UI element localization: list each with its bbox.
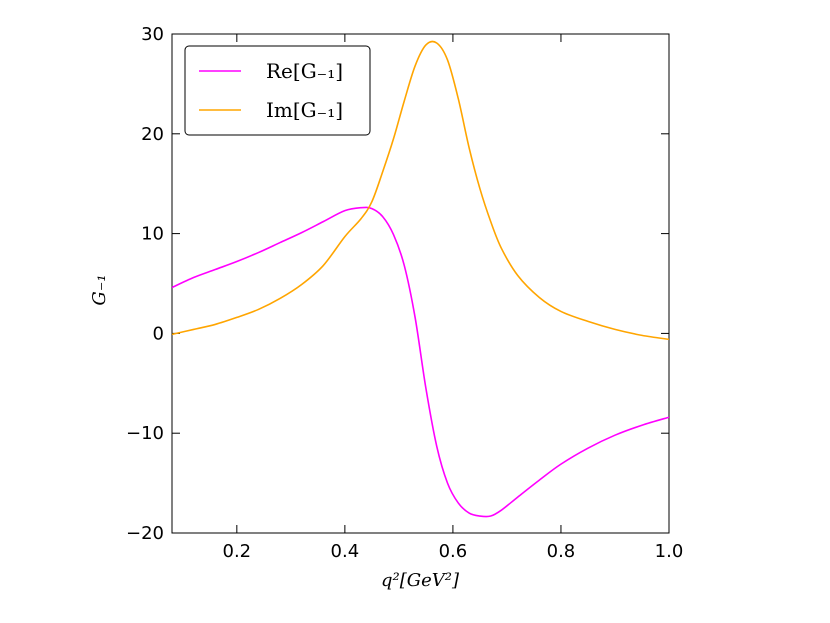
y-tick-label: 10: [141, 224, 164, 245]
y-axis-label: G₋₁: [89, 274, 110, 305]
x-axis-label: q²[GeV²]: [381, 570, 460, 591]
x-tick-label: 0.2: [223, 541, 252, 562]
series-line-0: [171, 206, 670, 518]
x-axis: 0.2 0.4 0.6 0.8 1.0: [223, 34, 684, 562]
x-tick-label: 0.8: [547, 541, 576, 562]
legend-box: [184, 45, 371, 136]
series-group: [171, 40, 670, 518]
x-tick-label: 1.0: [655, 541, 684, 562]
legend-label-im: Im[G₋₁]: [266, 98, 343, 122]
y-tick-label: −10: [126, 423, 164, 444]
series-line-1: [171, 40, 670, 341]
y-tick-label: −20: [126, 523, 164, 544]
y-tick-label: 20: [141, 124, 164, 145]
legend-label-re: Re[G₋₁]: [266, 59, 343, 83]
y-axis: −20 −10 0 10 20 30: [126, 24, 669, 544]
x-tick-label: 0.4: [331, 541, 360, 562]
legend: Re[G₋₁] Im[G₋₁]: [184, 45, 371, 136]
y-tick-label: 30: [141, 24, 164, 45]
y-tick-label: 0: [153, 323, 164, 344]
x-tick-label: 0.6: [439, 541, 468, 562]
